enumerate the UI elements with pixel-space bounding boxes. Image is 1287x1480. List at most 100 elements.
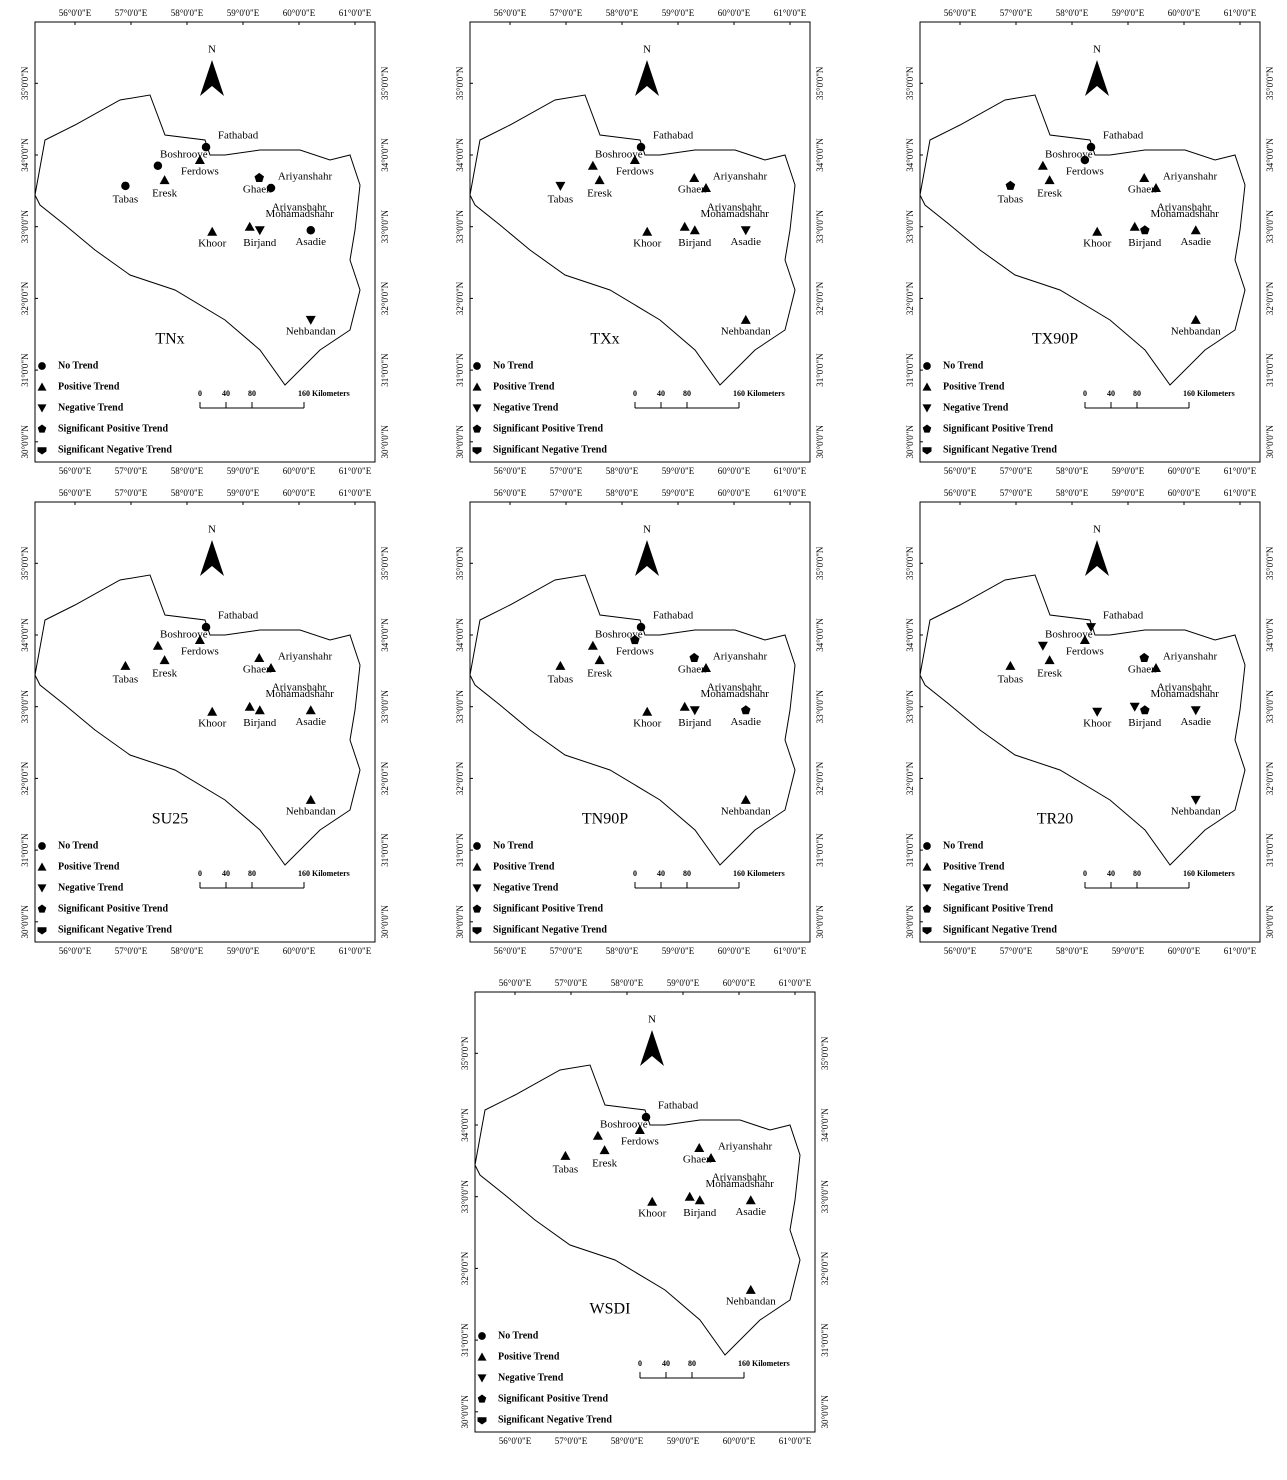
station-marker [254,705,265,715]
station-marker [594,175,605,185]
station-label: Boshrooye [160,148,208,160]
lon-label: 57°0'0"E [550,466,583,476]
lat-label: 32°0'0"N [820,1251,830,1285]
lat-label: 31°0'0"N [1265,833,1275,867]
map-frame [34,501,376,943]
lat-label: 34°0'0"N [1265,138,1275,172]
lat-label: 33°0'0"N [455,210,465,244]
lon-label: 57°0'0"E [555,1436,588,1446]
lon-label: 59°0'0"E [227,488,260,498]
lon-label: 56°0'0"E [944,466,977,476]
station-marker [745,1284,756,1294]
lat-label: 35°0'0"N [905,546,915,580]
legend-symbol [477,1394,487,1403]
lon-label: 61°0'0"E [339,8,372,18]
station-label: Ferdows [1066,166,1104,178]
map-panel: 56°0'0"E 56°0'0"E 57°0'0"E 57°0'0"E 58°0'0"E… [905,8,1275,476]
station-marker [694,1195,705,1205]
legend-label: Significant Positive Trend [58,903,168,914]
station-marker [1037,160,1048,170]
lat-label: 30°0'0"N [815,905,825,939]
station-marker [594,655,605,665]
province-outline [474,1064,801,1356]
station-label: Birjand [678,717,711,729]
scale-unit: Kilometers [312,869,350,878]
scale-label: 160 [733,869,745,878]
legend-symbol [922,904,932,913]
station-marker [1080,155,1090,165]
legend-label: Significant Negative Trend [943,444,1057,455]
legend-symbol [473,842,481,850]
scale-label: 80 [1133,389,1141,398]
scale-label: 40 [662,1359,670,1368]
map-frame [919,501,1261,943]
lat-label: 33°0'0"N [1265,690,1275,724]
lon-label: 59°0'0"E [1112,8,1145,18]
station-marker [254,172,264,182]
station-marker [244,701,255,711]
station-marker [254,652,265,662]
station-label: Boshrooye [595,148,643,160]
legend-symbol [922,424,932,433]
station-label: Tabas [113,193,139,205]
station-label: Birjand [1128,237,1161,249]
lon-label: 57°0'0"E [115,488,148,498]
lat-label: 33°0'0"N [20,210,30,244]
station-label: Khoor [1083,237,1111,249]
lat-label: 35°0'0"N [380,546,390,580]
station-marker [740,314,751,324]
scale-label: 160 [1183,869,1195,878]
legend-symbol [923,362,931,370]
lat-label: 31°0'0"N [20,353,30,387]
station-label: Tabas [113,673,139,685]
station-label: Birjand [243,717,276,729]
legend-symbol [472,884,482,893]
lon-label: 59°0'0"E [662,946,695,956]
lat-label: 32°0'0"N [905,281,915,315]
station-marker [254,226,265,236]
scale-unit: Kilometers [312,389,350,398]
north-label: N [643,524,651,536]
lat-label: 35°0'0"N [20,66,30,100]
lat-label: 34°0'0"N [820,1108,830,1142]
lon-label: 58°0'0"E [1056,466,1089,476]
legend-symbol [478,1332,486,1340]
lat-label: 30°0'0"N [380,425,390,459]
station-marker [560,1150,571,1160]
station-label: Fathabad [653,610,694,622]
station-marker [679,221,690,231]
scale-label: 80 [1133,869,1141,878]
map-title: WSDI [590,1301,631,1318]
lon-label: 57°0'0"E [115,466,148,476]
lat-label: 33°0'0"N [455,690,465,724]
station-label: Khoor [638,1207,666,1219]
legend-symbol [472,404,482,413]
lon-label: 57°0'0"E [550,946,583,956]
lat-label: 32°0'0"N [1265,281,1275,315]
station-marker [641,1112,651,1122]
lat-label: 34°0'0"N [380,618,390,652]
station-label: Nehbandan [1171,325,1222,337]
station-label: Fathabad [218,610,259,622]
north-label: N [208,524,216,536]
lon-label: 60°0'0"E [283,8,316,18]
scale-label: 80 [248,869,256,878]
map-panel: 56°0'0"E 56°0'0"E 57°0'0"E 57°0'0"E 58°0'0"E… [460,978,830,1446]
station-marker [120,660,131,670]
station-marker [1139,652,1149,662]
station-marker [1129,221,1140,231]
lat-label: 30°0'0"N [1265,425,1275,459]
station-label: Tabas [548,673,574,685]
legend-label: No Trend [58,360,99,371]
station-label: Mohamadshahr [701,208,770,220]
lon-label: 58°0'0"E [606,946,639,956]
legend-label: Positive Trend [498,1351,560,1362]
station-marker [740,794,751,804]
lat-label: 31°0'0"N [905,833,915,867]
station-label: Ferdows [621,1136,659,1148]
lon-label: 60°0'0"E [718,946,751,956]
map-title: TXx [590,331,619,348]
station-label: Ariyanshahr [707,202,762,214]
legend-symbol [37,404,47,413]
map-panel: 56°0'0"E 56°0'0"E 57°0'0"E 57°0'0"E 58°0'0"E… [20,488,390,956]
